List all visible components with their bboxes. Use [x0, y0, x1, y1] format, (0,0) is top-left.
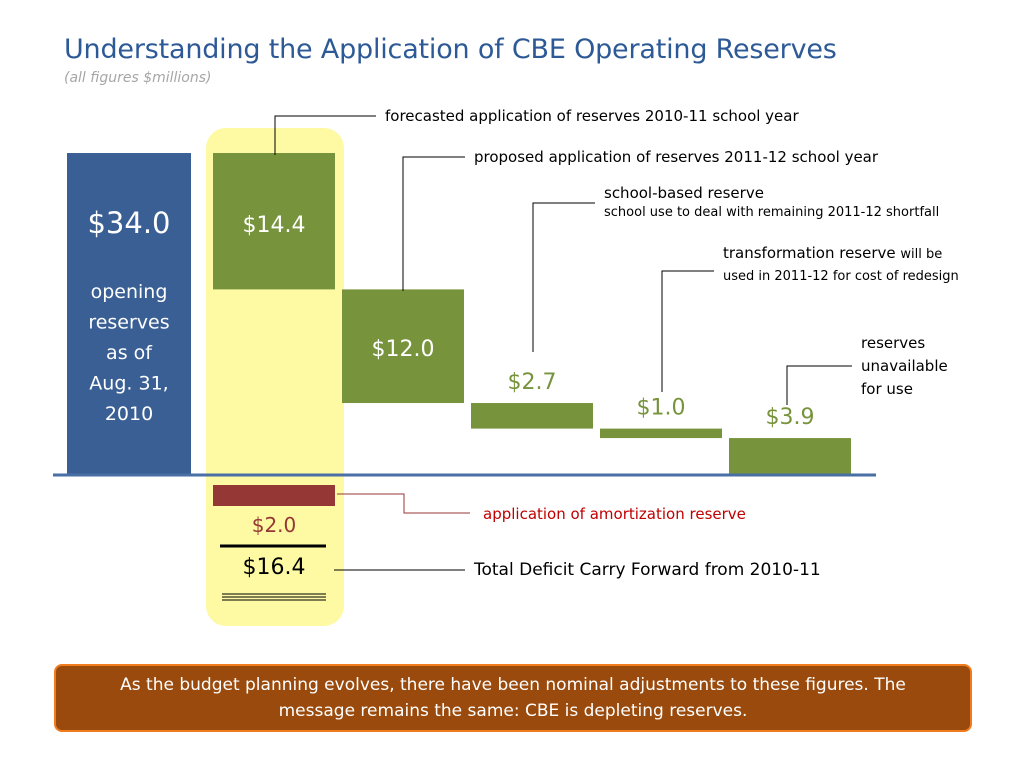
opening-reserves-caption-line: Aug. 31,	[89, 373, 168, 395]
total-deficit-value: $16.4	[243, 555, 306, 580]
callout-amortization: application of amortization reserve	[483, 505, 746, 523]
callout-school-based-title: school-based reserve	[604, 184, 764, 202]
message-banner: As the budget planning evolves, there ha…	[54, 664, 972, 732]
callout-proposed: proposed application of reserves 2011-12…	[474, 148, 879, 166]
callout-unavailable: reserves unavailable for use	[861, 334, 948, 398]
message-banner-text: As the budget planning evolves, there ha…	[120, 675, 906, 721]
step-transformation-bar	[600, 428, 722, 439]
step-2011-12-bar	[342, 289, 464, 404]
opening-reserves-caption-line: 2010	[105, 403, 153, 425]
opening-reserves-caption-line: opening	[91, 281, 168, 303]
amortization-value: $2.0	[252, 513, 297, 537]
callout-connector-school-based	[532, 202, 595, 352]
page-title: Understanding the Application of CBE Ope…	[64, 34, 837, 65]
step-school-based-bar	[471, 403, 593, 429]
step-school-based-value: $2.7	[508, 370, 557, 395]
page-subtitle: (all figures $millions)	[64, 70, 212, 86]
callout-school-based: school-based reserve school use to deal …	[604, 183, 939, 222]
step-2010-11-value: $14.4	[243, 213, 306, 238]
callout-connector-forecasted	[274, 115, 376, 155]
opening-reserves-caption-line: as of	[106, 342, 153, 364]
callout-transformation-detail: will be used in 2011-12 for cost of rede…	[723, 247, 959, 284]
callout-connector-transformation	[661, 270, 714, 392]
callout-transformation-title: transformation reserve	[723, 244, 896, 262]
step-unavailable-bar	[729, 438, 851, 475]
callout-connector-amortization	[337, 493, 470, 514]
step-transformation-value: $1.0	[637, 396, 686, 421]
amortization-bar	[213, 485, 335, 506]
callout-school-based-detail: school use to deal with remaining 2011-1…	[604, 205, 940, 220]
step-2010-11-bar	[213, 153, 335, 290]
step-2011-12-value: $12.0	[372, 337, 435, 362]
opening-reserves-caption-line: reserves	[88, 312, 169, 334]
callout-total-deficit: Total Deficit Carry Forward from 2010-11	[474, 560, 821, 580]
callout-transformation: transformation reserve will be used in 2…	[723, 243, 968, 287]
callout-connector-unavailable	[786, 365, 852, 405]
callout-connector-proposed	[402, 156, 465, 291]
opening-reserves-value: $34.0	[87, 206, 170, 240]
opening-reserves-bar	[67, 153, 191, 475]
callout-forecasted: forecasted application of reserves 2010-…	[385, 107, 799, 125]
step-unavailable-value: $3.9	[766, 405, 815, 430]
